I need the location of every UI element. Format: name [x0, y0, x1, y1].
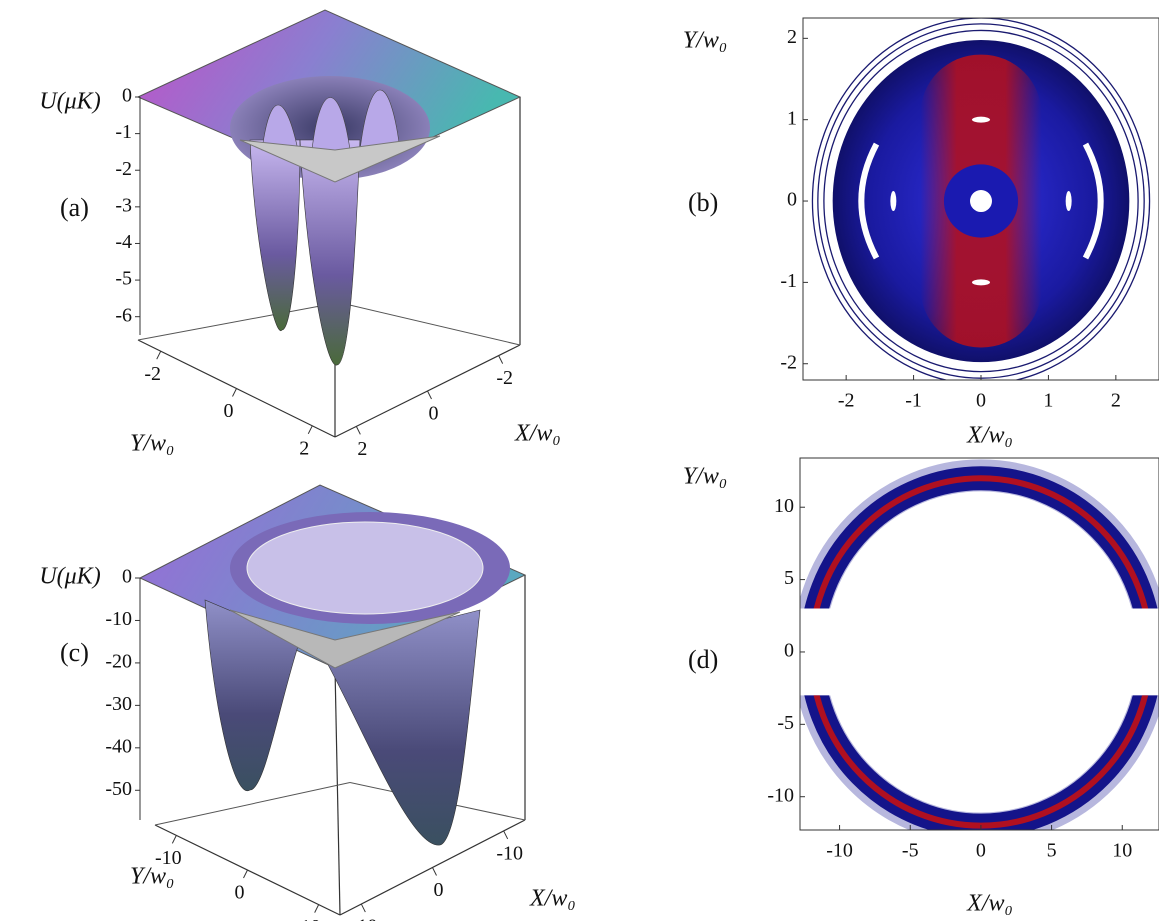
y-tick: [244, 870, 248, 878]
y-tick-label: 0: [784, 640, 794, 662]
x-tick: [361, 904, 365, 912]
x-axis-label: X/w₀: [514, 421, 561, 447]
x-axis-label: X/w₀: [966, 891, 1013, 917]
surface-lobe: [250, 140, 300, 331]
z-axis-label: U(μK): [39, 89, 100, 115]
z-tick-label: -6: [115, 304, 132, 326]
box-edge: [138, 303, 339, 341]
z-tick-label: -20: [105, 651, 132, 673]
x-tick: [499, 356, 503, 364]
z-tick-label: -3: [115, 194, 132, 216]
x-tick-label: -2: [496, 367, 513, 389]
contour-body: [812, 18, 1149, 384]
y-tick-label: -1: [780, 270, 797, 292]
x-tick-label: -5: [902, 840, 919, 862]
z-tick-label: -50: [105, 778, 132, 800]
y-tick: [172, 835, 176, 843]
z-tick-label: -30: [105, 693, 132, 715]
contour-spot: [972, 117, 990, 123]
contour-plot: -2 -1 0 1 2 -2 -1 0 1 2 X/w₀ Y/w₀ (b): [683, 18, 1159, 449]
y-tick-label: -2: [780, 351, 797, 373]
box-edge: [335, 668, 340, 915]
panel-label: (b): [688, 188, 718, 217]
x-tick: [356, 426, 360, 434]
surface-plot: 0-10-20-30-40-50-10010-10010U(μK)Y/w₀X/w…: [39, 485, 575, 921]
contour-spot: [1066, 191, 1072, 211]
contour-core: [811, 478, 1150, 825]
z-tick-label: -1: [115, 121, 132, 143]
y-tick-label: -10: [767, 784, 794, 806]
y-tick-label: -2: [144, 363, 161, 385]
x-tick-label: 10: [1112, 840, 1132, 862]
y-tick-label: 2: [787, 26, 797, 48]
y-tick-label: 2: [299, 437, 309, 459]
figure: 0-1-2-3-4-5-6-202-202U(μK)Y/w₀X/w₀(a)-2-…: [0, 0, 1159, 921]
y-tick-label: 10: [774, 495, 794, 517]
z-tick-label: -5: [115, 268, 132, 290]
y-tick-label: 0: [224, 400, 234, 422]
y-tick-label: -5: [777, 712, 794, 734]
contour-body: [808, 475, 1153, 828]
y-tick-label: 1: [787, 107, 797, 129]
y-tick: [233, 389, 237, 397]
surface-disk: [247, 522, 483, 614]
y-tick-label: 0: [787, 189, 797, 211]
x-tick-label: 0: [976, 390, 986, 412]
z-axis-label: U(μK): [39, 564, 100, 590]
box-edge: [339, 303, 520, 346]
x-tick-label: 2: [357, 438, 367, 460]
surface-plot: 0 -1 -2 -3 -4 -5 -6 -2 0 2 -2 0 2 U(μK) Y/w₀ X/w₀ (a): [39, 10, 560, 460]
x-tick-label: -1: [905, 390, 922, 412]
x-axis-label: X/w₀: [529, 886, 576, 912]
x-tick: [504, 831, 508, 839]
contour-plot: -10 -5 0 5 10 -10 -5 0 5 10 X/w₀ Y/w₀ (d): [683, 458, 1159, 917]
y-tick: [315, 905, 319, 913]
y-tick: [308, 426, 312, 434]
y-tick-label: 5: [784, 567, 794, 589]
contour-spot: [890, 191, 896, 211]
y-tick-label: 0: [235, 882, 245, 904]
x-tick-label: -10: [826, 840, 853, 862]
y-axis-label: Y/w₀: [130, 864, 174, 890]
y-tick: [157, 351, 161, 359]
x-tick-label: 0: [976, 840, 986, 862]
y-axis-label: Y/w₀: [130, 431, 174, 457]
panel-label: (d): [688, 645, 718, 674]
x-tick: [428, 391, 432, 399]
z-tick-label: -10: [105, 608, 132, 630]
z-tick-label: -40: [105, 735, 132, 757]
x-tick-label: 0: [429, 403, 439, 425]
z-tick-label: 0: [122, 85, 132, 107]
z-tick-label: -4: [115, 231, 132, 253]
x-tick-label: 5: [1047, 840, 1057, 862]
x-tick-label: 2: [1111, 390, 1121, 412]
panel-label: (c): [60, 638, 89, 667]
x-axis-label: X/w₀: [966, 423, 1013, 449]
panel-label: (a): [60, 193, 89, 222]
x-tick-label: 0: [434, 879, 444, 901]
y-axis-label: Y/w₀: [683, 28, 727, 54]
contour-center: [970, 190, 992, 212]
x-tick-label: 10: [357, 916, 377, 921]
x-tick-label: 1: [1043, 390, 1053, 412]
contour-spot: [972, 279, 990, 285]
x-tick: [433, 868, 437, 876]
contour-ring: [808, 475, 1153, 828]
x-tick-label: -10: [496, 843, 523, 865]
y-tick-label: 10: [301, 916, 321, 921]
x-tick-label: -2: [838, 390, 855, 412]
z-tick-label: 0: [122, 566, 132, 588]
z-tick-label: -2: [115, 158, 132, 180]
y-axis-label: Y/w₀: [683, 464, 727, 490]
